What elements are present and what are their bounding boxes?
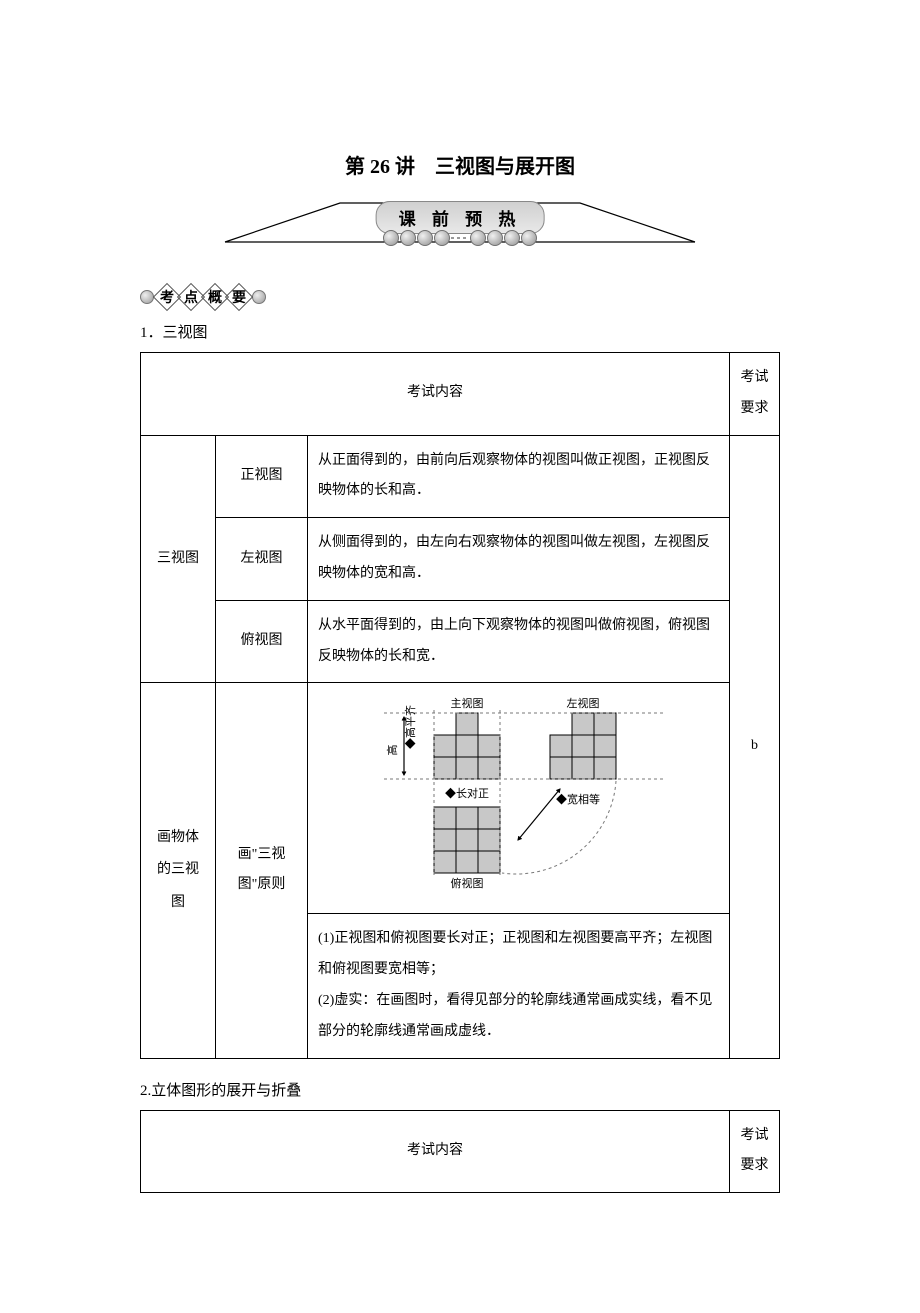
tag-char-1: 考: [160, 287, 174, 307]
svg-text:◆长对正: ◆长对正: [445, 786, 489, 800]
svg-text:俯视图: 俯视图: [450, 876, 483, 890]
header-content-2: 考试内容: [141, 1110, 730, 1193]
banner: 课 前 预 热: [220, 197, 700, 262]
table-unfold: 考试内容 考试 要求: [140, 1110, 780, 1194]
tag-char-4: 要: [232, 287, 246, 307]
row-label-principle: 画"三视图"原则: [216, 683, 308, 1058]
group-label-1: 三视图: [141, 435, 216, 683]
row-text-principle: (1)正视图和俯视图要长对正；正视图和左视图要高平齐；左视图和俯视图要宽相等； …: [308, 914, 730, 1058]
tag-char-2: 点: [184, 287, 198, 307]
group-label-2: 画物体的三视图: [141, 683, 216, 1058]
bullet-dot-icon: [252, 290, 266, 304]
tag-char-3: 概: [208, 287, 222, 307]
section-tag: 考 点 概 要: [140, 287, 780, 307]
three-view-diagram: 主视图 左视图高 ◆高平齐俯视图 ◆长对正 ◆宽相等: [354, 693, 684, 903]
svg-text:左视图: 左视图: [566, 696, 599, 710]
row-label-left: 左视图: [216, 518, 308, 601]
banner-beads: [383, 230, 537, 246]
svg-text:◆高平齐: ◆高平齐: [403, 705, 417, 749]
heading-2: 2.立体图形的展开与折叠: [140, 1079, 780, 1100]
row-label-top: 俯视图: [216, 600, 308, 683]
table-three-views: 考试内容 考试 要求 三视图 正视图 从正面得到的，由前向后观察物体的视图叫做正…: [140, 352, 780, 1059]
svg-text:高: 高: [385, 745, 399, 756]
row-label-front: 正视图: [216, 435, 308, 518]
diagram-cell: 主视图 左视图高 ◆高平齐俯视图 ◆长对正 ◆宽相等: [308, 683, 730, 914]
svg-text:主视图: 主视图: [450, 696, 483, 710]
heading-1: 1．三视图: [140, 321, 780, 342]
svg-text:◆宽相等: ◆宽相等: [556, 792, 600, 806]
header-content: 考试内容: [141, 353, 730, 436]
row-text-top: 从水平面得到的，由上向下观察物体的视图叫做俯视图，俯视图反映物体的长和宽．: [308, 600, 730, 683]
requirement-value: b: [730, 435, 780, 1058]
page-title: 第 26 讲 三视图与展开图: [140, 150, 780, 179]
header-requirement: 考试 要求: [730, 353, 780, 436]
row-text-left: 从侧面得到的，由左向右观察物体的视图叫做左视图，左视图反映物体的宽和高．: [308, 518, 730, 601]
row-text-front: 从正面得到的，由前向后观察物体的视图叫做正视图，正视图反映物体的长和高．: [308, 435, 730, 518]
header-requirement-2: 考试 要求: [730, 1110, 780, 1193]
